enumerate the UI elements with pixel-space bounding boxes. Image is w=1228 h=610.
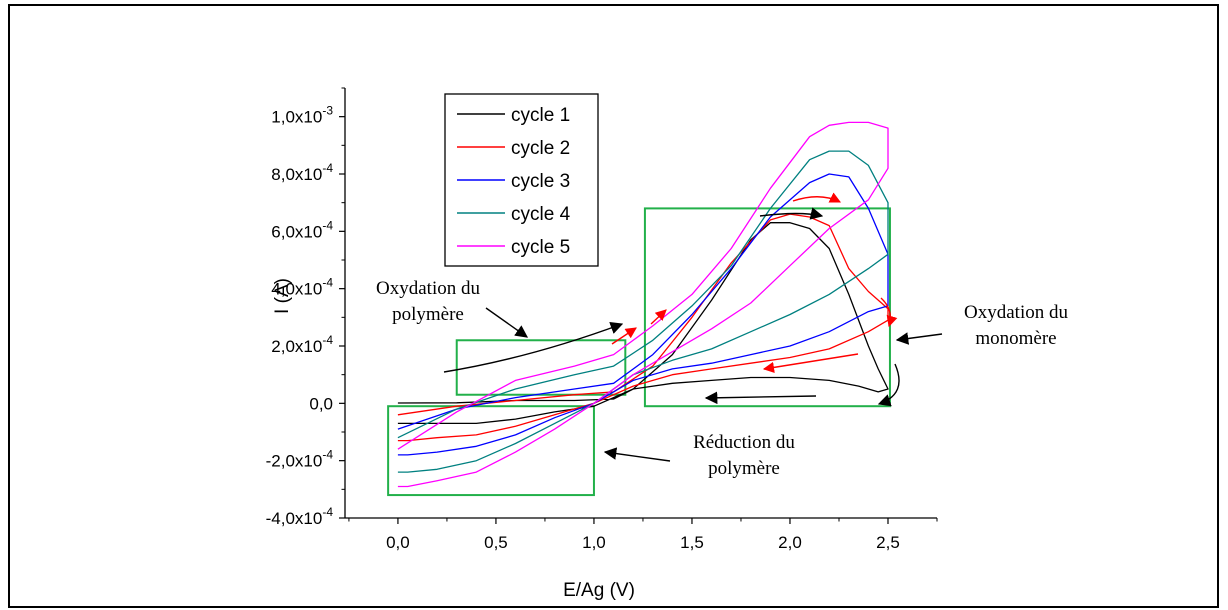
series-line-cycle-4 bbox=[397, 150, 889, 473]
x-tick-label: 2,5 bbox=[876, 533, 900, 552]
figure-frame: 0,0 0,5 1,0 1,5 2,0 2,5 -4,0x10-4 -2,0x10-4 0,0… bbox=[8, 4, 1219, 608]
plot-area bbox=[387, 121, 943, 497]
x-tick-label: 1,0 bbox=[582, 533, 606, 552]
annotation-oxydation-polymere: Oxydation du polymère bbox=[376, 278, 480, 325]
legend-label-cycle-2: cycle 2 bbox=[511, 138, 570, 159]
arrow-cycle2-forward bbox=[611, 327, 637, 345]
x-tick-label: 1,5 bbox=[680, 533, 704, 552]
y-tick-label: 1,0x10-3 bbox=[271, 104, 333, 127]
x-tick-label: 0,5 bbox=[484, 533, 508, 552]
annotation-oxydation-monomere: Oxydation du monomère bbox=[964, 302, 1068, 349]
arrow-cycle1-peak bbox=[759, 207, 824, 220]
highlight-boxes bbox=[387, 207, 891, 497]
y-tick-label: -4,0x10-4 bbox=[266, 505, 334, 528]
direction-arrows bbox=[443, 192, 943, 462]
cyclic-voltammetry-chart: 0,0 0,5 1,0 1,5 2,0 2,5 -4,0x10-4 -2,0x10-4 0,0… bbox=[266, 87, 1068, 601]
arrow-cycle2-forward-b bbox=[650, 309, 667, 325]
y-axis-label: I (A) bbox=[272, 278, 293, 314]
annotation-arrow-oxydation-polymere bbox=[485, 307, 529, 338]
series-line-cycle-5 bbox=[397, 121, 889, 488]
annotation-arrow-oxydation-monomere bbox=[895, 332, 943, 345]
y-tick-labels: -4,0x10-4 -2,0x10-4 0,0 2,0x10-4 4,0x10-4 6,0… bbox=[266, 104, 334, 528]
x-tick-label: 0,0 bbox=[386, 533, 410, 552]
x-axis-label: E/Ag (V) bbox=[563, 580, 635, 601]
annotations: Oxydation du polymère Réduction du polymère… bbox=[376, 278, 1068, 479]
arrow-cycle1-vertex bbox=[877, 363, 900, 407]
axes bbox=[339, 87, 938, 524]
series-line-cycle-1 bbox=[397, 222, 889, 425]
y-tick-label: 6,0x10-4 bbox=[271, 218, 333, 241]
box-oxydation-monomere bbox=[643, 207, 891, 408]
x-tick-labels: 0,0 0,5 1,0 1,5 2,0 2,5 bbox=[386, 533, 900, 552]
legend-label-cycle-3: cycle 3 bbox=[511, 171, 570, 192]
annotation-reduction-polymere: Réduction du polymère bbox=[693, 432, 795, 479]
legend-label-cycle-4: cycle 4 bbox=[511, 204, 571, 225]
y-tick-label: 8,0x10-4 bbox=[271, 161, 333, 184]
y-tick-label: 2,0x10-4 bbox=[271, 333, 333, 356]
box-oxydation-polymere bbox=[455, 339, 627, 396]
arrow-cycle1-reverse bbox=[704, 391, 817, 405]
legend: cycle 1 cycle 2 cycle 3 cycle 4 cycle 5 bbox=[444, 93, 599, 267]
y-tick-label: 0,0 bbox=[309, 394, 333, 413]
x-tick-label: 2,0 bbox=[778, 533, 802, 552]
box-reduction-polymere bbox=[387, 405, 595, 497]
legend-label-cycle-1: cycle 1 bbox=[511, 105, 570, 126]
legend-label-cycle-5: cycle 5 bbox=[511, 237, 570, 258]
y-tick-label: -2,0x10-4 bbox=[266, 448, 334, 471]
y-tick-label: 4,0x10-4 bbox=[271, 276, 333, 299]
arrow-cycle2-vertex bbox=[880, 297, 898, 328]
arrow-cycle1-forward bbox=[443, 322, 624, 373]
arrow-cycle2-reverse bbox=[762, 353, 859, 373]
annotation-arrow-reduction-polymere bbox=[603, 447, 671, 462]
arrow-cycle2-peak bbox=[792, 192, 842, 203]
